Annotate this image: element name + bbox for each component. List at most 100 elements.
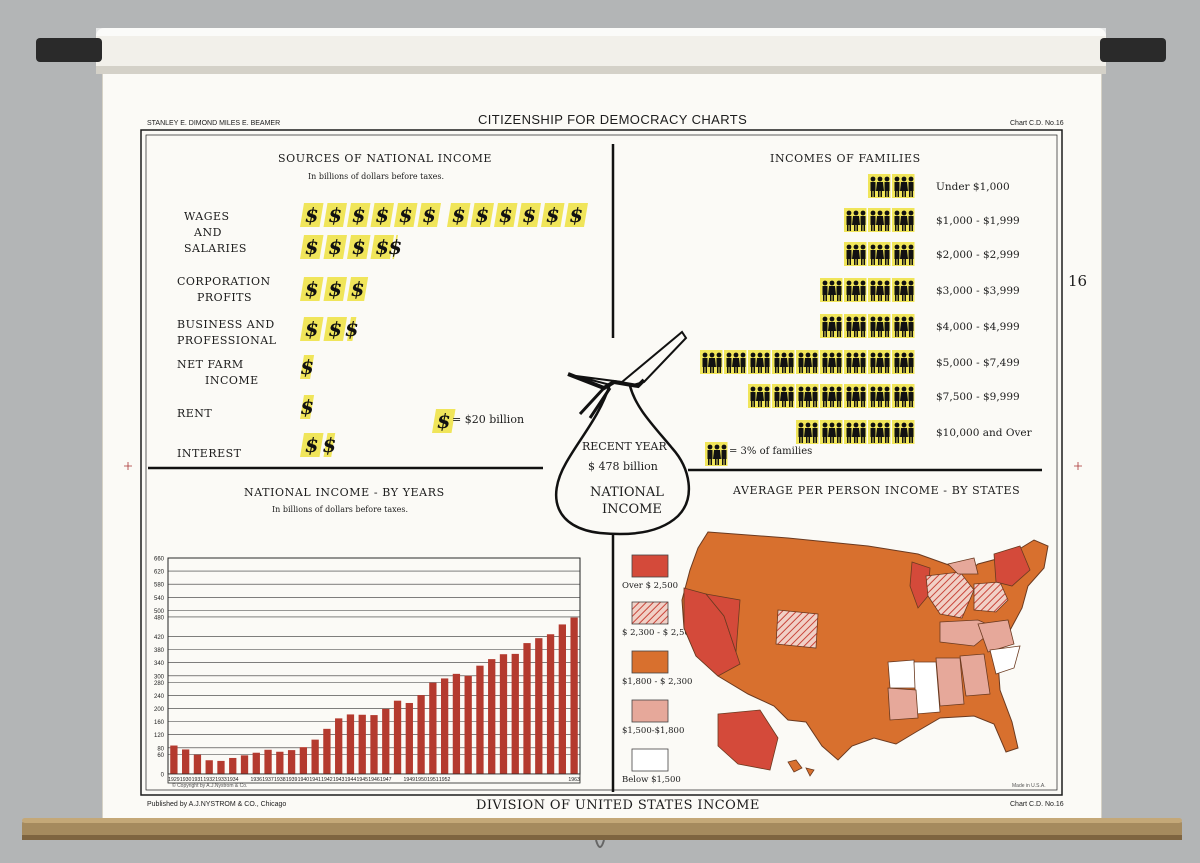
bottom-stick [22, 818, 1182, 848]
y-tick-label: 0 [161, 773, 165, 779]
legend-label: Below $1,500 [622, 775, 681, 785]
person-leg [801, 401, 803, 407]
dollar-unit-icon [347, 277, 369, 301]
x-tick-label: 1930 [180, 777, 192, 783]
person-leg [904, 225, 906, 231]
person-head [901, 176, 907, 182]
year-bar [535, 638, 543, 774]
dollar-glyph: $ [328, 203, 342, 227]
person-body [828, 392, 836, 401]
person-body [870, 322, 876, 331]
publisher: Published by A.J.NYSTROM & CO., Chicago [147, 801, 287, 808]
person-head [894, 386, 900, 392]
family-bar [820, 278, 915, 302]
person-leg [897, 401, 899, 407]
person-head [894, 244, 900, 250]
dollar-unit-icon [394, 203, 418, 227]
person-head [853, 280, 859, 286]
person-leg [861, 401, 863, 407]
person-head [908, 352, 914, 358]
person-head [870, 280, 876, 286]
person-head [908, 386, 914, 392]
x-tick-label: 1952 [439, 777, 451, 783]
person-head [798, 386, 804, 392]
person-leg [880, 437, 882, 443]
person-head [788, 352, 794, 358]
person-head [860, 210, 866, 216]
person-leg [897, 331, 899, 337]
legend-swatch [631, 554, 669, 578]
person-leg [897, 225, 899, 231]
person-head [884, 386, 890, 392]
person-body [764, 392, 770, 401]
dollar-unit-icon [564, 203, 588, 227]
person-leg [837, 331, 839, 337]
person-head [822, 386, 828, 392]
person-head [908, 280, 914, 286]
y-tick-label: 620 [154, 570, 165, 576]
person-leg [743, 367, 745, 373]
person-leg [911, 259, 913, 265]
y-tick-label: 660 [154, 557, 165, 563]
person-head [822, 352, 828, 358]
sources-pictograph: $ $ $ $ $ $ $ $ $ $ $ $$ $ $ $ $$ $ $$ $ $$$$ $$ [300, 203, 588, 457]
person-leg [863, 331, 865, 337]
dollar-unit-icon [347, 235, 371, 259]
year-bar [323, 728, 331, 774]
person-leg [813, 401, 815, 407]
source-label-line: INCOME [205, 374, 259, 387]
person-head [846, 210, 852, 216]
person-leg [751, 401, 753, 407]
sources-subtitle: In billions of dollars before taxes. [308, 172, 445, 181]
year-bar [240, 755, 249, 774]
person-leg [904, 191, 906, 197]
person-leg [712, 367, 714, 373]
person-body [908, 182, 914, 191]
person-leg [854, 331, 856, 337]
y-tick-label: 340 [154, 661, 165, 667]
person-leg [775, 401, 777, 407]
year-bar [182, 749, 190, 774]
person-body [860, 358, 866, 367]
person-body [884, 250, 890, 259]
person-leg [801, 437, 803, 443]
recent-year-label: RECENT YEAR [582, 440, 667, 453]
year-bar [558, 624, 566, 774]
person-head [894, 210, 900, 216]
person-head [836, 316, 842, 322]
copyright: © Copyright by A.J.Nystrom & Co. [172, 783, 248, 789]
family-income-label: $3,000 - $3,999 [936, 285, 1020, 297]
person-head [877, 280, 883, 286]
year-bar [417, 695, 425, 774]
y-tick-label: 420 [154, 635, 165, 641]
person-head [894, 280, 900, 286]
person-head [764, 352, 770, 358]
person-body [707, 450, 713, 459]
source-bar: $ $ [300, 433, 336, 457]
person-body [884, 182, 890, 191]
person-leg [902, 367, 904, 373]
year-bar [229, 757, 237, 774]
person-head [853, 316, 859, 322]
person-head [860, 316, 866, 322]
person-head [877, 386, 883, 392]
person-leg [873, 259, 875, 265]
person-head [894, 422, 900, 428]
person-head [846, 316, 852, 322]
person-leg [830, 295, 832, 301]
dollar-glyph: $ [437, 409, 451, 433]
chart-series-title: CITIZENSHIP FOR DEMOCRACY CHARTS [478, 112, 748, 127]
dollar-unit-icon [323, 203, 347, 227]
dollar-glyph: $ [546, 203, 560, 227]
family-income-label: $5,000 - $7,499 [936, 357, 1020, 369]
years-subtitle: In billions of dollars before taxes. [272, 505, 409, 514]
person-leg [815, 401, 817, 407]
person-body [860, 216, 866, 225]
person-leg [873, 295, 875, 301]
dollar-unit-icon [300, 277, 324, 301]
person-leg [854, 437, 856, 443]
person-leg [849, 259, 851, 265]
person-body [798, 392, 804, 401]
person-leg [885, 191, 887, 197]
footer-chart-number: Chart C.D. No.16 [1010, 801, 1064, 808]
